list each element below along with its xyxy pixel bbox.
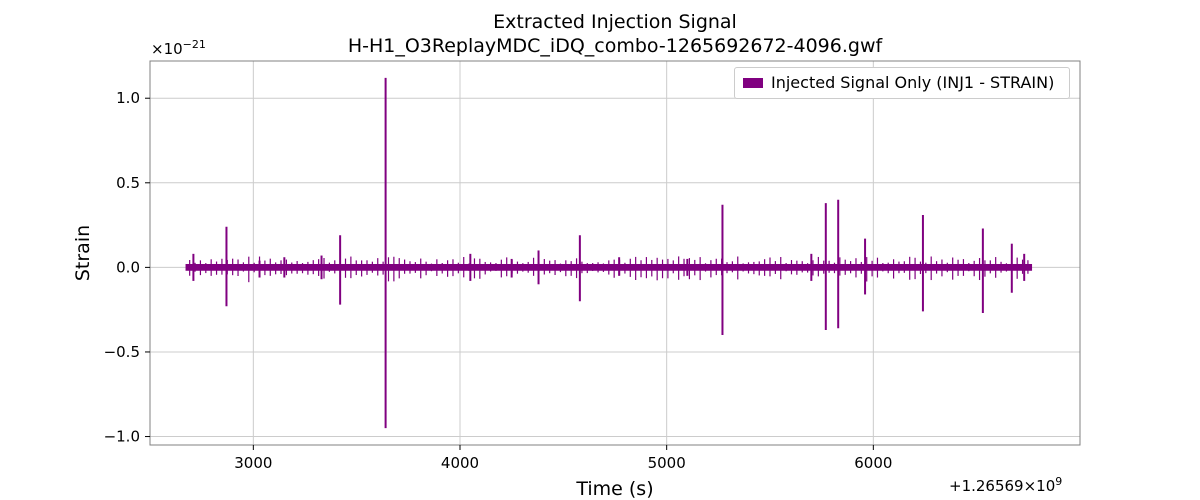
y-axis-label: Strain: [72, 225, 94, 281]
x-tick-label: 4000: [441, 454, 479, 472]
y-tick-label: −1.0: [104, 428, 140, 446]
y-axis-multiplier: ×10−21: [151, 38, 206, 58]
legend-swatch: [743, 78, 763, 88]
y-tick-label: −0.5: [104, 343, 140, 361]
grid-lines: [150, 61, 1080, 445]
y-multiplier-base: ×10: [151, 40, 183, 58]
y-tick-label: 0.0: [116, 258, 140, 276]
x-tick-label: 6000: [854, 454, 892, 472]
axis-ticks: 3000 4000 5000 6000 1.0 0.5 0.0 −0.5 −1.0: [104, 89, 893, 472]
chart-title: Extracted Injection Signal: [493, 11, 737, 33]
x-offset-base: +1.26569×10: [949, 477, 1056, 495]
legend: Injected Signal Only (INJ1 - STRAIN): [734, 67, 1070, 99]
legend-entry: Injected Signal Only (INJ1 - STRAIN): [771, 73, 1055, 92]
y-tick-label: 1.0: [116, 89, 140, 107]
x-offset-exponent: 9: [1055, 475, 1063, 488]
x-axis-offset: +1.26569×109: [949, 475, 1062, 495]
data-series: [185, 77, 1033, 429]
x-tick-label: 3000: [234, 454, 272, 472]
y-multiplier-exponent: −21: [182, 38, 206, 51]
x-axis-label: Time (s): [575, 478, 653, 500]
chart-subtitle: H-H1_O3ReplayMDC_iDQ_combo-1265692672-40…: [347, 35, 883, 57]
x-tick-label: 5000: [648, 454, 686, 472]
plot-frame: [149, 60, 1081, 446]
y-tick-label: 0.5: [116, 174, 140, 192]
